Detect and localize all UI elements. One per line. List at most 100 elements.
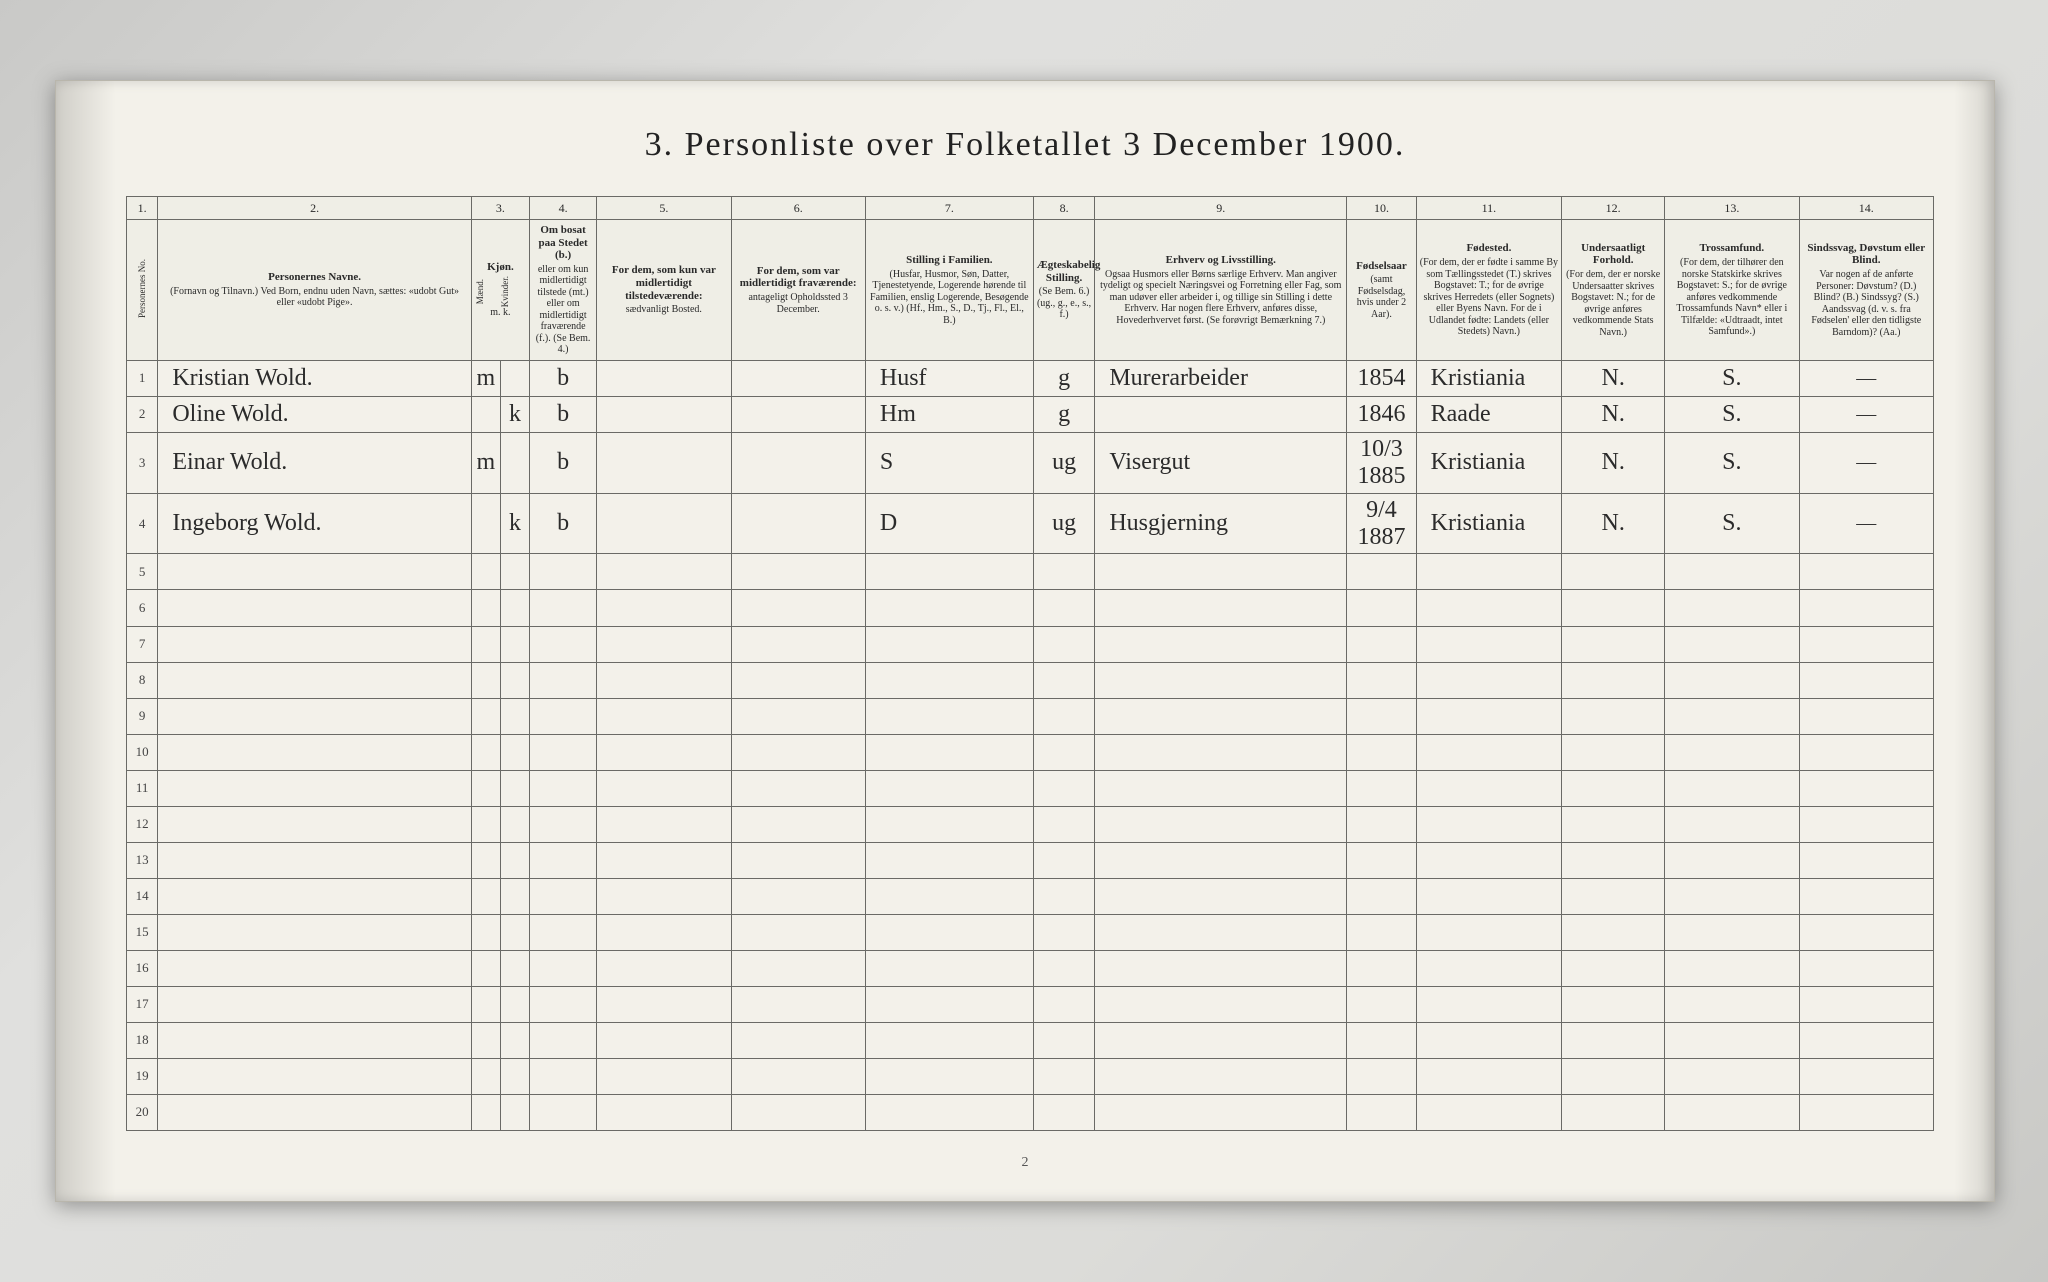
cell-temp-present — [597, 360, 731, 396]
table-row: 13 — [127, 842, 1934, 878]
cell-faith — [1665, 1022, 1799, 1058]
cell-occupation — [1095, 698, 1347, 734]
cell-row-number: 18 — [127, 1022, 158, 1058]
cell-row-number: 13 — [127, 842, 158, 878]
cell-nationality — [1562, 554, 1665, 590]
colnum-1: 1. — [127, 197, 158, 220]
cell-disability: — — [1799, 360, 1933, 396]
cell-sex-k — [500, 950, 529, 986]
cell-residence — [530, 1094, 597, 1130]
header-sex: Kjøn. Mænd. Kvinder. m. k. — [471, 220, 529, 361]
cell-birthyear — [1347, 554, 1416, 590]
colnum-10: 10. — [1347, 197, 1416, 220]
cell-occupation — [1095, 1022, 1347, 1058]
header-names: Personernes Navne. (Fornavn og Tilnavn.)… — [158, 220, 471, 361]
cell-sex-m — [471, 590, 500, 626]
cell-temp-absent — [731, 662, 865, 698]
cell-faith — [1665, 806, 1799, 842]
header-temp-present: For dem, som kun var midlertidigt tilste… — [597, 220, 731, 361]
colnum-5: 5. — [597, 197, 731, 220]
cell-faith: S. — [1665, 396, 1799, 432]
cell-nationality — [1562, 662, 1665, 698]
cell-birthyear — [1347, 878, 1416, 914]
cell-row-number: 11 — [127, 770, 158, 806]
header-temp-absent: For dem, som var midlertidigt fraværende… — [731, 220, 865, 361]
cell-temp-absent — [731, 698, 865, 734]
cell-marital — [1033, 1094, 1095, 1130]
cell-nationality — [1562, 914, 1665, 950]
cell-marital — [1033, 626, 1095, 662]
cell-temp-absent — [731, 806, 865, 842]
cell-family-position — [865, 698, 1033, 734]
cell-temp-absent — [731, 986, 865, 1022]
header-residence: Om bosat paa Stedet (b.) eller om kun mi… — [530, 220, 597, 361]
cell-nationality — [1562, 878, 1665, 914]
cell-sex-k — [500, 806, 529, 842]
cell-name: Oline Wold. — [158, 396, 471, 432]
cell-birthyear: 9/4 1887 — [1347, 493, 1416, 554]
cell-disability — [1799, 806, 1933, 842]
cell-family-position — [865, 590, 1033, 626]
cell-faith: S. — [1665, 493, 1799, 554]
cell-temp-present — [597, 806, 731, 842]
cell-sex-m — [471, 986, 500, 1022]
cell-temp-present — [597, 662, 731, 698]
table-row: 16 — [127, 950, 1934, 986]
cell-temp-present — [597, 1058, 731, 1094]
cell-sex-m — [471, 950, 500, 986]
census-table: 1. 2. 3. 4. 5. 6. 7. 8. 9. 10. 11. 12. 1… — [126, 196, 1934, 1131]
cell-family-position — [865, 626, 1033, 662]
cell-marital — [1033, 554, 1095, 590]
cell-disability — [1799, 1022, 1933, 1058]
cell-birthplace: Raade — [1416, 396, 1562, 432]
cell-birthyear — [1347, 986, 1416, 1022]
cell-birthplace — [1416, 626, 1562, 662]
table-row: 12 — [127, 806, 1934, 842]
cell-family-position — [865, 554, 1033, 590]
cell-residence — [530, 1058, 597, 1094]
cell-nationality — [1562, 950, 1665, 986]
cell-occupation — [1095, 770, 1347, 806]
cell-row-number: 12 — [127, 806, 158, 842]
cell-disability — [1799, 626, 1933, 662]
cell-temp-absent — [731, 878, 865, 914]
cell-residence — [530, 770, 597, 806]
cell-name: Einar Wold. — [158, 432, 471, 493]
cell-nationality — [1562, 806, 1665, 842]
cell-family-position — [865, 878, 1033, 914]
cell-row-number: 9 — [127, 698, 158, 734]
cell-nationality: N. — [1562, 493, 1665, 554]
cell-name — [158, 842, 471, 878]
colnum-3: 3. — [471, 197, 529, 220]
cell-sex-m — [471, 914, 500, 950]
cell-residence — [530, 698, 597, 734]
cell-sex-k — [500, 842, 529, 878]
header-nationality: Undersaatligt Forhold. (For dem, der er … — [1562, 220, 1665, 361]
cell-name: Ingeborg Wold. — [158, 493, 471, 554]
scan-background: 3. Personliste over Folketallet 3 Decemb… — [0, 0, 2048, 1282]
cell-row-number: 19 — [127, 1058, 158, 1094]
cell-residence — [530, 626, 597, 662]
cell-disability — [1799, 698, 1933, 734]
cell-residence — [530, 590, 597, 626]
colnum-9: 9. — [1095, 197, 1347, 220]
table-row: 6 — [127, 590, 1934, 626]
cell-birthyear — [1347, 698, 1416, 734]
cell-sex-k — [500, 914, 529, 950]
cell-birthplace — [1416, 1058, 1562, 1094]
cell-nationality: N. — [1562, 432, 1665, 493]
cell-marital — [1033, 842, 1095, 878]
cell-name — [158, 770, 471, 806]
table-row: 4Ingeborg Wold.kbDugHusgjerning9/4 1887K… — [127, 493, 1934, 554]
cell-sex-m: m — [471, 360, 500, 396]
cell-sex-m — [471, 770, 500, 806]
cell-nationality — [1562, 770, 1665, 806]
cell-family-position — [865, 1094, 1033, 1130]
cell-nationality — [1562, 1094, 1665, 1130]
cell-birthyear — [1347, 950, 1416, 986]
cell-birthplace: Kristiania — [1416, 432, 1562, 493]
cell-family-position: Hm — [865, 396, 1033, 432]
cell-birthplace — [1416, 698, 1562, 734]
cell-marital: ug — [1033, 432, 1095, 493]
cell-temp-present — [597, 878, 731, 914]
